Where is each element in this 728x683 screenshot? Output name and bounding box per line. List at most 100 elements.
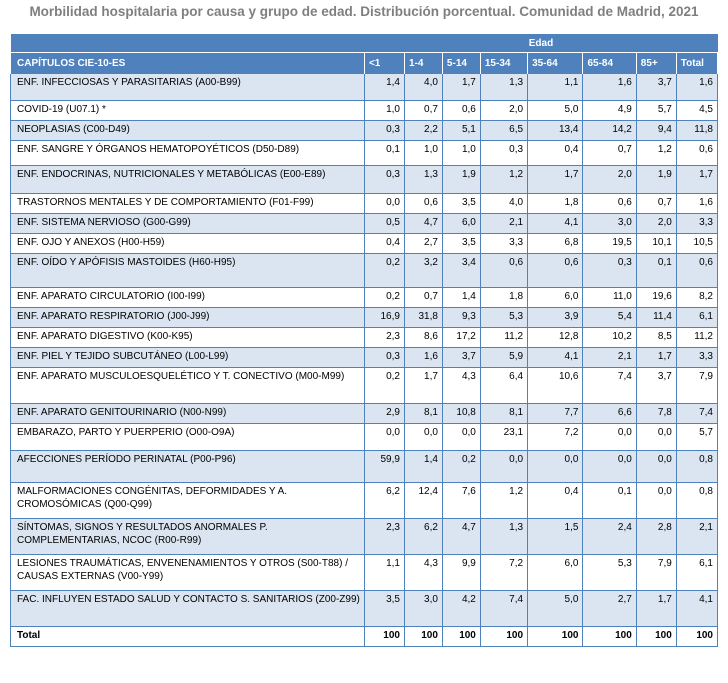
table-cell: 3,4 — [441, 253, 481, 288]
table-row: ENF. SISTEMA NERVIOSO (G00-G99) 0,5 4,7 6,0… — [10, 213, 719, 234]
column-header-row: CAPÍTULOS CIE-10-ES <1 1-4 5-14 15-34 35-64 6… — [10, 52, 719, 74]
table-cell: 3,3 — [675, 347, 719, 368]
table-cell: 0,5 — [363, 213, 405, 234]
row-label: ENF. INFECCIOSAS Y PARASITARIAS (A00-B99… — [10, 73, 365, 101]
table-cell: 3,3 — [479, 233, 529, 254]
table-cell: 0,3 — [363, 347, 405, 368]
row-label: ENF. ENDOCRINAS, NUTRICIONALES Y METABÓL… — [10, 165, 365, 194]
table-cell: 3,5 — [441, 193, 481, 214]
table-cell: 14,2 — [582, 120, 637, 141]
row-label: ENF. APARATO RESPIRATORIO (J00-J99) — [10, 307, 365, 328]
age-column-header: 5-14 — [441, 52, 481, 74]
table-cell: 2,0 — [479, 100, 529, 121]
table-cell: 7,2 — [479, 554, 529, 591]
row-label: SÍNTOMAS, SIGNOS Y RESULTADOS ANORMALES … — [10, 518, 365, 555]
table-cell: 0,0 — [479, 450, 529, 483]
row-label: FAC. INFLUYEN ESTADO SALUD Y CONTACTO S.… — [10, 590, 365, 627]
table-cell: 100 — [635, 626, 677, 647]
table-cell: 5,3 — [479, 307, 529, 328]
age-column-header: Total — [675, 52, 719, 74]
table-row: ENF. APARATO MUSCULOESQUELÉTICO Y T. CON… — [10, 367, 719, 404]
table-cell: 0,0 — [582, 423, 637, 451]
table-cell: 0,3 — [479, 140, 529, 166]
table-cell: 12,4 — [403, 482, 443, 519]
row-label: NEOPLASIAS (C00-D49) — [10, 120, 365, 141]
table-cell: 7,9 — [675, 367, 719, 404]
table-cell: 2,7 — [403, 233, 443, 254]
table-cell: 1,2 — [479, 165, 529, 194]
table-cell: 2,1 — [675, 518, 719, 555]
age-group-header: Edad — [364, 34, 718, 53]
table-row: TRASTORNOS MENTALES Y DE COMPORTAMIENTO … — [10, 193, 719, 214]
table-cell: 0,3 — [363, 120, 405, 141]
table-row: ENF. APARATO RESPIRATORIO (J00-J99) 16,9 3… — [10, 307, 719, 328]
table-cell: 0,6 — [479, 253, 529, 288]
table-cell: 0,6 — [403, 193, 443, 214]
table-cell: 5,1 — [441, 120, 481, 141]
table-cell: 5,7 — [635, 100, 677, 121]
table-cell: 3,0 — [582, 213, 637, 234]
table-cell: 10,6 — [527, 367, 584, 404]
table-cell: 1,7 — [527, 165, 584, 194]
table-cell: 8,5 — [635, 327, 677, 348]
table-cell: 3,7 — [441, 347, 481, 368]
table-cell: 100 — [479, 626, 529, 647]
table-cell: 7,4 — [675, 403, 719, 424]
table-cell: 5,4 — [582, 307, 637, 328]
table-cell: 1,4 — [403, 450, 443, 483]
table-row: MALFORMACIONES CONGÉNITAS, DEFORMIDADES … — [10, 482, 719, 519]
row-label: Total — [10, 626, 365, 647]
table-cell: 0,0 — [527, 450, 584, 483]
table-cell: 2,3 — [363, 327, 405, 348]
table-cell: 1,6 — [675, 193, 719, 214]
table-cell: 0,3 — [363, 165, 405, 194]
table-cell: 1,1 — [527, 73, 584, 101]
row-label: ENF. APARATO DIGESTIVO (K00-K95) — [10, 327, 365, 348]
table-cell: 3,5 — [363, 590, 405, 627]
table-cell: 6,2 — [403, 518, 443, 555]
table-cell: 4,2 — [441, 590, 481, 627]
table-cell: 5,0 — [527, 590, 584, 627]
table-cell: 4,5 — [675, 100, 719, 121]
table-cell: 6,0 — [441, 213, 481, 234]
table-row: ENF. OÍDO Y APÓFISIS MASTOIDES (H60-H95)… — [10, 253, 719, 288]
table-cell: 1,7 — [403, 367, 443, 404]
table-cell: 4,0 — [479, 193, 529, 214]
table-cell: 17,2 — [441, 327, 481, 348]
table-cell: 7,2 — [527, 423, 584, 451]
table-row: ENF. PIEL Y TEJIDO SUBCUTÁNEO (L00-L99) 0… — [10, 347, 719, 368]
table-row: COVID-19 (U07.1) * 1,0 0,7 0,6 2,0 5,0 4,9 5,7 4… — [10, 100, 719, 121]
table-cell: 0,7 — [635, 193, 677, 214]
table-cell: 100 — [675, 626, 719, 647]
table-cell: 8,2 — [675, 287, 719, 308]
table-cell: 0,0 — [635, 423, 677, 451]
table-cell: 0,0 — [635, 450, 677, 483]
row-label: EMBARAZO, PARTO Y PUERPERIO (O00-O9A) — [10, 423, 365, 451]
table-cell: 2,3 — [363, 518, 405, 555]
table-cell: 3,9 — [527, 307, 584, 328]
table-cell: 6,5 — [479, 120, 529, 141]
table-cell: 0,1 — [582, 482, 637, 519]
table-cell: 0,7 — [403, 100, 443, 121]
table-cell: 11,8 — [675, 120, 719, 141]
table-cell: 1,7 — [635, 590, 677, 627]
table-cell: 2,1 — [582, 347, 637, 368]
table-cell: 100 — [363, 626, 405, 647]
age-column-header: 15-34 — [479, 52, 529, 74]
table-cell: 10,8 — [441, 403, 481, 424]
table-cell: 1,3 — [403, 165, 443, 194]
table-row: ENF. INFECCIOSAS Y PARASITARIAS (A00-B99… — [10, 73, 719, 101]
table-cell: 6,1 — [675, 307, 719, 328]
table-cell: 0,4 — [363, 233, 405, 254]
table-cell: 6,6 — [582, 403, 637, 424]
table-cell: 2,0 — [582, 165, 637, 194]
row-label: ENF. APARATO MUSCULOESQUELÉTICO Y T. CON… — [10, 367, 365, 404]
table-cell: 7,6 — [441, 482, 481, 519]
header-group-blank — [10, 34, 365, 53]
table-cell: 4,3 — [441, 367, 481, 404]
row-label: ENF. OÍDO Y APÓFISIS MASTOIDES (H60-H95) — [10, 253, 365, 288]
table-cell: 11,2 — [675, 327, 719, 348]
table-cell: 1,6 — [675, 73, 719, 101]
row-label: ENF. SANGRE Y ÓRGANOS HEMATOPOYÉTICOS (D… — [10, 140, 365, 166]
table-cell: 0,2 — [363, 367, 405, 404]
